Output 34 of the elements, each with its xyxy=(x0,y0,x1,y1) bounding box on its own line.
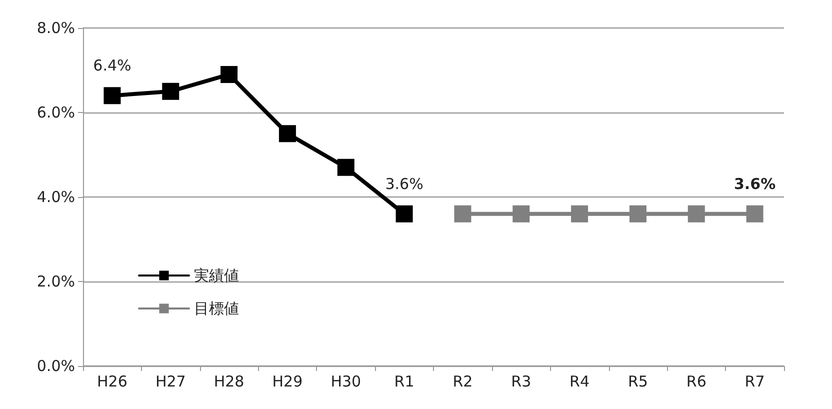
x-tick-label: H28 xyxy=(214,372,244,390)
x-tick-label: R1 xyxy=(394,372,414,390)
x-tick-label: H30 xyxy=(330,372,362,390)
y-tick-label: 8.0% xyxy=(36,19,75,37)
y-tick-label: 2.0% xyxy=(36,272,75,290)
point xyxy=(512,205,530,222)
point xyxy=(104,87,121,104)
y-tick-label: 4.0% xyxy=(36,188,75,206)
x-tick-label: R5 xyxy=(628,372,648,390)
point xyxy=(162,82,180,100)
point xyxy=(454,205,472,222)
x-tick-label: R3 xyxy=(511,372,532,390)
y-tick-label: 0.0% xyxy=(36,357,75,375)
legend-label: 目標値 xyxy=(194,300,239,318)
legend-label: 実績値 xyxy=(194,266,239,284)
data-label: 6.4% xyxy=(93,56,132,75)
x-tick-label: H29 xyxy=(272,372,303,390)
point xyxy=(337,158,354,176)
x-tick-label: H26 xyxy=(97,372,128,390)
point xyxy=(396,205,413,222)
x-tick-label: R7 xyxy=(744,372,765,390)
x-tick-label: R4 xyxy=(570,372,590,390)
point xyxy=(571,205,588,222)
point xyxy=(688,205,705,222)
x-tick-label: R2 xyxy=(452,372,473,390)
data-label: 3.6% xyxy=(734,174,776,193)
x-tick-label: H27 xyxy=(155,372,186,390)
point xyxy=(220,66,238,83)
y-tick-label: 6.0% xyxy=(36,104,75,122)
data-label: 3.6% xyxy=(385,174,424,193)
point xyxy=(278,125,296,142)
x-tick-label: R6 xyxy=(686,372,706,390)
point xyxy=(629,205,646,222)
point xyxy=(746,205,764,222)
